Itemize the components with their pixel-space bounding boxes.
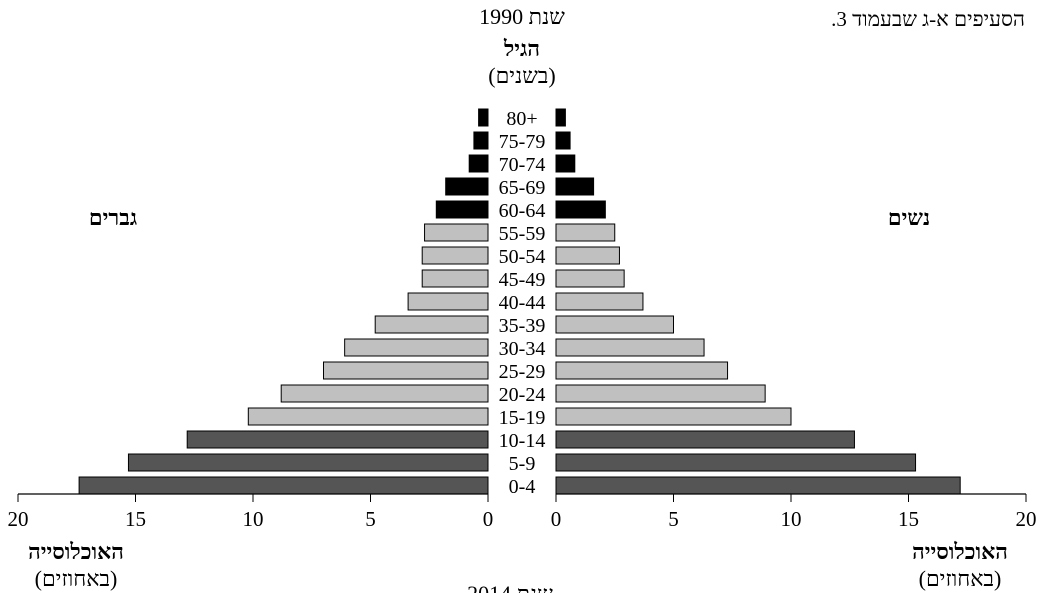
men-bars bbox=[78, 108, 489, 495]
women-bar-30-34 bbox=[555, 338, 705, 357]
left-axis-unit: (באחוזים) bbox=[35, 566, 118, 591]
age-label-45-49: 45-49 bbox=[499, 269, 546, 291]
men-bar-50-54 bbox=[421, 246, 489, 265]
age-label-15-19: 15-19 bbox=[499, 407, 546, 429]
women-bar-65-69 bbox=[555, 177, 595, 196]
age-label-0-4: 0-4 bbox=[509, 476, 536, 498]
men-label: גברים bbox=[89, 205, 137, 230]
left-tick-label-10: 10 bbox=[243, 507, 264, 531]
age-label-65-69: 65-69 bbox=[499, 177, 546, 199]
men-bar-15-19 bbox=[247, 407, 489, 426]
right-tick-label-20: 20 bbox=[1016, 507, 1037, 531]
x-axis-ticks: 0 0 5 5 10 10 15 15 20 20 bbox=[8, 494, 1037, 531]
right-tick-label-15: 15 bbox=[898, 507, 919, 531]
women-bar-80+ bbox=[555, 108, 566, 127]
men-bar-75-79 bbox=[473, 131, 489, 150]
men-bar-70-74 bbox=[468, 154, 489, 173]
left-axis-title: האוכלוסייה bbox=[28, 539, 124, 564]
left-tick-label-15: 15 bbox=[125, 507, 146, 531]
left-tick-label-0: 0 bbox=[483, 507, 494, 531]
age-label-5-9: 5-9 bbox=[509, 453, 536, 475]
women-bar-15-19 bbox=[555, 407, 792, 426]
men-bar-5-9 bbox=[127, 453, 489, 472]
men-bar-40-44 bbox=[407, 292, 489, 311]
men-bar-55-59 bbox=[424, 223, 489, 242]
women-bar-0-4 bbox=[555, 476, 961, 495]
age-axis-unit: (בשנים) bbox=[488, 63, 555, 88]
right-axis-unit: (באחוזים) bbox=[919, 566, 1002, 591]
year-label: שנת 1990 bbox=[479, 4, 565, 29]
footer-year-label: שנת 2014 bbox=[467, 581, 553, 593]
men-bar-80+ bbox=[478, 108, 489, 127]
men-bar-45-49 bbox=[421, 269, 489, 288]
men-bar-20-24 bbox=[280, 384, 489, 403]
men-bar-60-64 bbox=[435, 200, 489, 219]
age-label-10-14: 10-14 bbox=[499, 430, 546, 452]
page-note: הסעיפים א-ג שבעמוד 3. bbox=[831, 7, 1025, 31]
age-label-50-54: 50-54 bbox=[499, 246, 546, 268]
women-bar-60-64 bbox=[555, 200, 606, 219]
women-bar-5-9 bbox=[555, 453, 917, 472]
right-tick-label-10: 10 bbox=[781, 507, 802, 531]
men-bar-0-4 bbox=[78, 476, 489, 495]
women-bar-20-24 bbox=[555, 384, 766, 403]
age-label-75-79: 75-79 bbox=[499, 131, 546, 153]
age-label-20-24: 20-24 bbox=[499, 384, 546, 406]
men-bar-10-14 bbox=[186, 430, 489, 449]
age-label-80+: 80+ bbox=[506, 108, 537, 130]
women-bar-35-39 bbox=[555, 315, 674, 334]
women-bar-45-49 bbox=[555, 269, 625, 288]
women-bar-50-54 bbox=[555, 246, 620, 265]
right-axis-title: האוכלוסייה bbox=[912, 539, 1008, 564]
left-tick-label-5: 5 bbox=[365, 507, 376, 531]
right-tick-label-0: 0 bbox=[551, 507, 562, 531]
men-bar-65-69 bbox=[445, 177, 489, 196]
women-bar-25-29 bbox=[555, 361, 729, 380]
women-bar-75-79 bbox=[555, 131, 571, 150]
age-axis-title: הגיל bbox=[503, 36, 540, 61]
women-bar-70-74 bbox=[555, 154, 576, 173]
age-label-60-64: 60-64 bbox=[499, 200, 546, 222]
age-labels: 0-45-910-1415-1920-2425-2930-3435-3940-4… bbox=[499, 108, 546, 498]
women-bar-10-14 bbox=[555, 430, 855, 449]
age-label-40-44: 40-44 bbox=[499, 292, 546, 314]
men-bar-25-29 bbox=[323, 361, 489, 380]
women-label: נשים bbox=[888, 205, 930, 230]
age-label-25-29: 25-29 bbox=[499, 361, 546, 383]
left-tick-label-20: 20 bbox=[8, 507, 29, 531]
women-bar-55-59 bbox=[555, 223, 616, 242]
women-bars bbox=[555, 108, 961, 495]
age-label-70-74: 70-74 bbox=[499, 154, 546, 176]
age-label-55-59: 55-59 bbox=[499, 223, 546, 245]
men-bar-30-34 bbox=[344, 338, 489, 357]
women-bar-40-44 bbox=[555, 292, 644, 311]
age-label-30-34: 30-34 bbox=[499, 338, 546, 360]
age-label-35-39: 35-39 bbox=[499, 315, 546, 337]
men-bar-35-39 bbox=[374, 315, 489, 334]
right-tick-label-5: 5 bbox=[668, 507, 679, 531]
